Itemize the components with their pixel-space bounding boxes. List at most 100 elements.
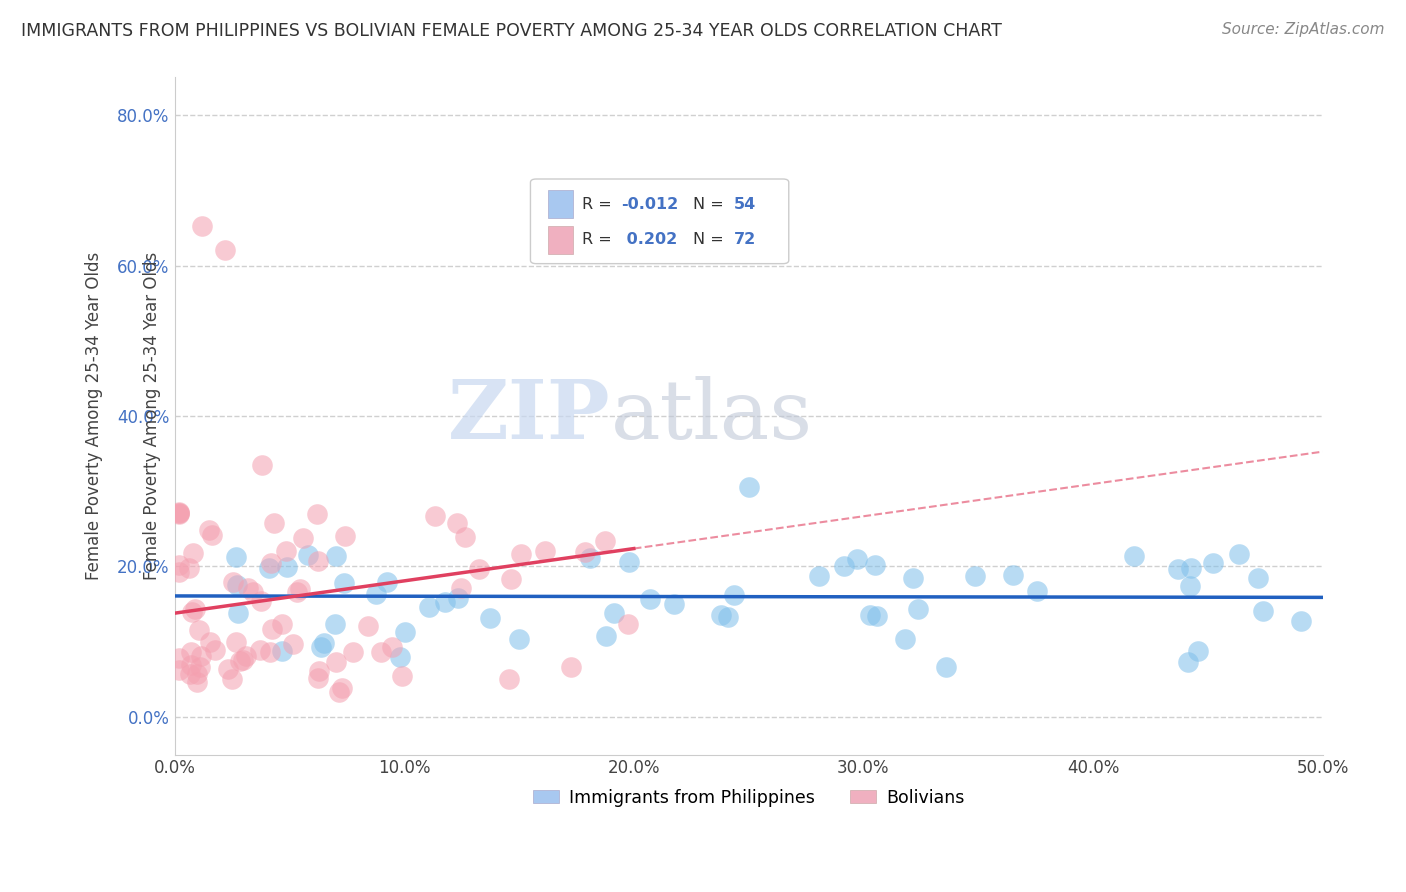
Point [263, 516, 285, 530]
Point [242, 584, 264, 599]
Point [314, 636, 336, 650]
Point [808, 569, 831, 583]
Point [357, 618, 380, 632]
Bar [548, 190, 572, 219]
Point [271, 617, 294, 632]
Point [1251, 604, 1274, 618]
Point [478, 611, 501, 625]
Point [307, 671, 329, 685]
Point [229, 654, 252, 668]
Point [454, 530, 477, 544]
Point [1227, 548, 1250, 562]
Point [198, 635, 221, 649]
Point [863, 558, 886, 572]
Point [226, 606, 249, 620]
Point [1202, 556, 1225, 570]
Point [188, 624, 211, 638]
Point [603, 606, 626, 620]
Bar [548, 226, 572, 254]
Point [1247, 571, 1270, 585]
Text: 54: 54 [734, 196, 756, 211]
Point [394, 625, 416, 640]
Point [375, 575, 398, 590]
Point [380, 640, 402, 654]
Point [617, 617, 640, 632]
Point [236, 582, 259, 596]
Point [907, 602, 929, 616]
Point [217, 662, 239, 676]
Point [276, 560, 298, 574]
Text: R =: R = [582, 196, 617, 211]
Point [235, 649, 257, 664]
Point [285, 585, 308, 599]
Text: -0.012: -0.012 [621, 196, 679, 211]
Point [167, 663, 190, 677]
Point [1187, 644, 1209, 658]
Point [333, 576, 356, 591]
Point [418, 599, 440, 614]
Point [190, 649, 212, 664]
Point [250, 593, 273, 607]
Point [288, 582, 311, 596]
Text: N =: N = [693, 233, 730, 247]
Point [180, 605, 202, 619]
Point [232, 653, 254, 667]
Point [595, 629, 617, 643]
Point [498, 673, 520, 687]
Point [309, 640, 332, 654]
Text: R =: R = [582, 233, 617, 247]
Point [221, 672, 243, 686]
Point [167, 506, 190, 520]
Point [866, 609, 889, 624]
Point [391, 669, 413, 683]
Point [323, 617, 346, 632]
Point [593, 533, 616, 548]
Point [1289, 614, 1312, 628]
Point [335, 528, 357, 542]
Point [370, 645, 392, 659]
Point [366, 587, 388, 601]
Point [259, 561, 281, 575]
Point [214, 244, 236, 258]
Point [534, 544, 557, 558]
Point [260, 557, 283, 571]
Point [510, 547, 533, 561]
Text: N =: N = [693, 196, 730, 211]
Point [963, 569, 986, 583]
Point [1180, 560, 1202, 574]
Point [276, 544, 298, 558]
Point [330, 681, 353, 695]
Y-axis label: Female Poverty Among 25-34 Year Olds: Female Poverty Among 25-34 Year Olds [86, 252, 103, 580]
Point [619, 555, 641, 569]
Point [574, 545, 596, 559]
Point [508, 632, 530, 647]
Point [204, 643, 226, 657]
Point [201, 528, 224, 542]
Text: atlas: atlas [610, 376, 813, 456]
Point [723, 588, 745, 602]
Point [222, 575, 245, 590]
Point [446, 591, 468, 605]
Point [305, 507, 328, 521]
Point [308, 664, 330, 678]
Point [307, 554, 329, 568]
Legend: Immigrants from Philippines, Bolivians: Immigrants from Philippines, Bolivians [526, 781, 972, 814]
Point [501, 572, 523, 586]
Point [1167, 562, 1189, 576]
Point [167, 506, 190, 520]
Point [325, 655, 347, 669]
FancyBboxPatch shape [530, 179, 789, 264]
Point [167, 507, 190, 521]
Point [167, 558, 190, 572]
Point [180, 645, 202, 659]
Point [328, 685, 350, 699]
Point [342, 645, 364, 659]
Point [901, 571, 924, 585]
Point [1178, 579, 1201, 593]
Point [167, 565, 190, 579]
Point [1177, 655, 1199, 669]
Point [450, 581, 472, 595]
Point [1002, 568, 1025, 582]
Point [179, 667, 201, 681]
Point [249, 643, 271, 657]
